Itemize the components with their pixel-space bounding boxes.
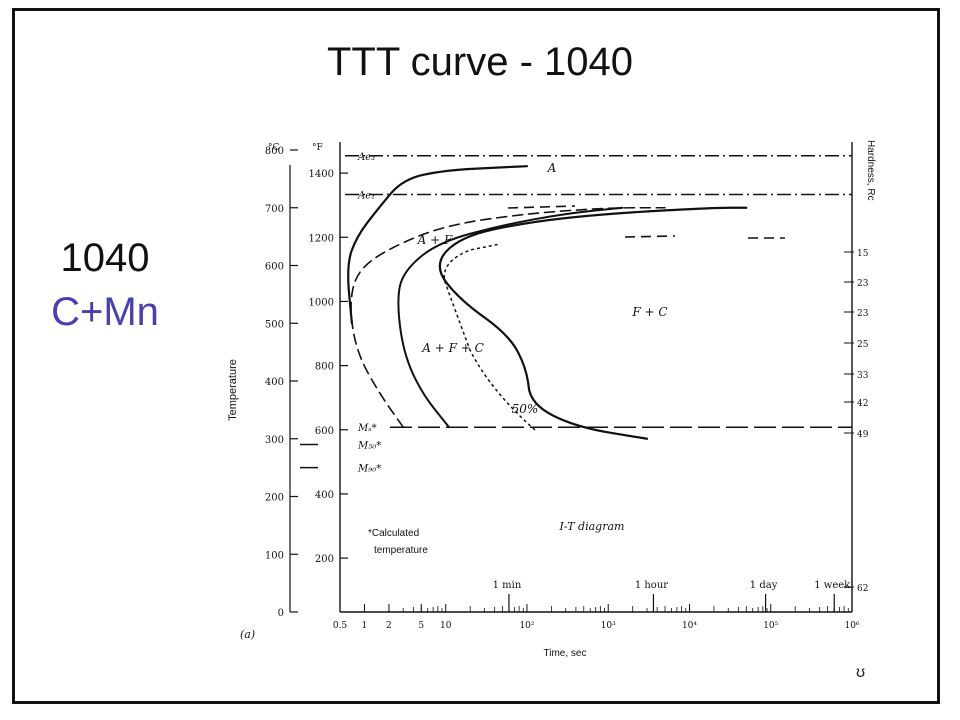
x-tick-label: 2	[386, 621, 392, 631]
time-marker-label: 1 day	[750, 580, 778, 591]
phase-label: A + F + C	[421, 341, 484, 355]
hardness-tick-label: 42	[857, 399, 868, 409]
reference-line-label: Ae₃	[357, 152, 375, 163]
annotation-line-2: temperature	[374, 545, 428, 556]
fahrenheit-tick-label: 1000	[309, 297, 334, 308]
panel-label: (a)	[240, 628, 255, 641]
x-tick-label: 10²	[519, 621, 534, 631]
time-marker-label: 1 week	[814, 580, 851, 591]
x-tick-label: 10⁵	[763, 621, 778, 631]
transformation-curve	[347, 165, 529, 325]
transformation-curve	[397, 206, 624, 429]
page-number: ʊ	[856, 664, 866, 681]
x-tick-label: 10⁶	[844, 621, 859, 631]
y-axis-label: Temperature	[227, 359, 239, 421]
fahrenheit-tick-label: 200	[315, 554, 334, 565]
celsius-tick-label: 600	[265, 262, 284, 273]
hardness-tick-label: 15	[857, 249, 869, 259]
slide-title: TTT curve - 1040	[326, 40, 634, 84]
celsius-unit-label: °C	[268, 143, 280, 153]
reference-line-label: Mₛ*	[357, 423, 377, 434]
celsius-tick-label: 700	[265, 204, 284, 215]
celsius-tick-label: 500	[265, 319, 284, 330]
time-marker-label: 1 hour	[635, 580, 668, 591]
diagram-label: I-T diagram	[559, 520, 625, 533]
alloy-elements-label: C+Mn	[51, 290, 159, 334]
phase-label: F + C	[631, 305, 667, 319]
hardness-axis-label: Hardness, Rc	[865, 140, 876, 201]
hardness-tick-label: 33	[857, 371, 869, 381]
steel-grade-label: 1040	[60, 236, 150, 280]
hardness-tick-label: 23	[857, 309, 869, 319]
phase-label: A + F	[417, 233, 453, 247]
transformation-curve	[438, 206, 748, 440]
reference-line-label: M₉₀*	[357, 464, 381, 475]
fahrenheit-tick-label: 1400	[309, 169, 334, 180]
celsius-tick-label: 100	[265, 550, 284, 561]
celsius-tick-label: 0	[278, 608, 284, 619]
phase-label: A	[547, 161, 557, 175]
celsius-tick-label: 200	[265, 493, 284, 504]
slide-frame	[12, 8, 940, 704]
x-tick-label: 5	[418, 621, 424, 631]
x-tick-label: 0.5	[333, 621, 348, 631]
hardness-tick-label: 23	[857, 279, 869, 289]
reference-line-label: Ae₁	[357, 190, 375, 201]
hardness-tick-label: 25	[857, 340, 869, 350]
fahrenheit-tick-label: 400	[315, 490, 334, 501]
fahrenheit-tick-label: 1200	[309, 233, 334, 244]
x-axis-label: Time, sec	[544, 648, 587, 659]
x-tick-label: 1	[362, 621, 368, 631]
phase-label: 50%	[512, 402, 539, 416]
fahrenheit-tick-label: 600	[315, 426, 334, 437]
time-marker-label: 1 min	[493, 580, 522, 591]
celsius-tick-label: 800	[265, 146, 284, 157]
annotation-line-1: *Calculated	[368, 528, 419, 539]
x-tick-label: 10³	[601, 621, 616, 631]
x-tick-label: 10⁴	[682, 621, 697, 631]
fahrenheit-tick-label: 800	[315, 362, 334, 373]
hardness-tick-label: 62	[857, 584, 868, 594]
x-tick-label: 10	[440, 621, 452, 631]
hardness-tick-label: 49	[857, 430, 869, 440]
curve-extension	[624, 235, 676, 238]
fifty-percent-curve	[443, 243, 536, 431]
fahrenheit-unit-label: °F	[312, 143, 323, 153]
curve-extension	[507, 205, 576, 209]
reference-line-label: M₅₀*	[357, 441, 381, 452]
celsius-tick-label: 300	[265, 435, 284, 446]
celsius-tick-label: 400	[265, 377, 284, 388]
transformation-curve	[350, 206, 666, 428]
